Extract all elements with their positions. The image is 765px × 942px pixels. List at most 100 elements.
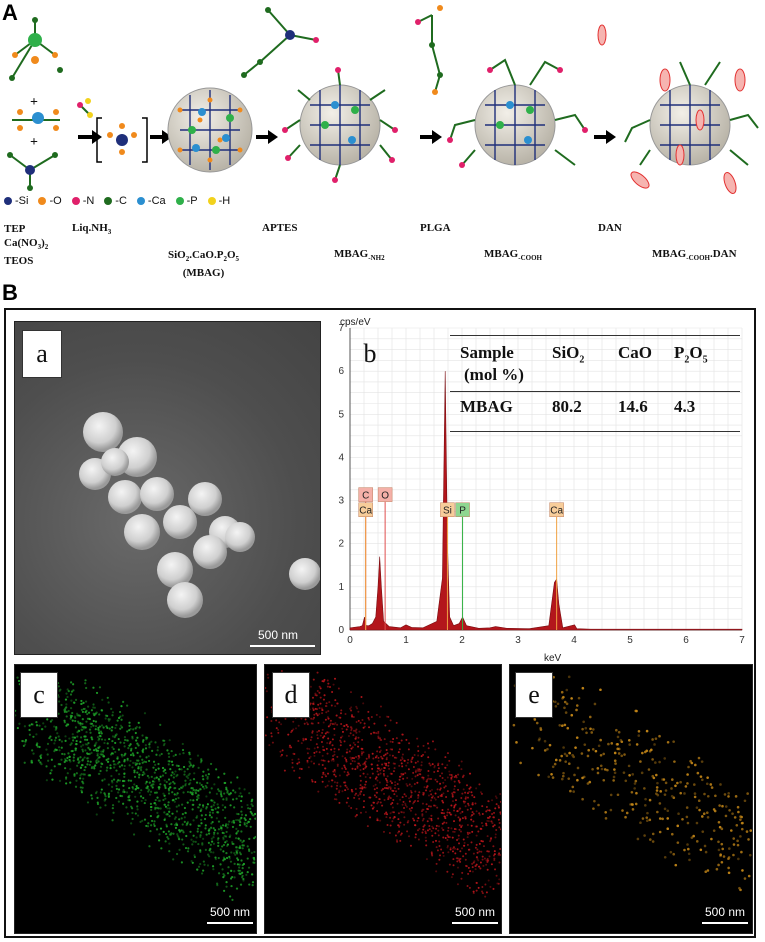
peak-label-box: [358, 487, 373, 502]
table-header-sio2: SiO2: [552, 343, 585, 366]
chart-peak-labels: C O Ca Si P Ca: [358, 487, 564, 630]
peak-label-ca: Ca: [550, 506, 563, 517]
table-mid-rule: [450, 391, 740, 392]
sem-image: [14, 321, 321, 655]
x-tick-label: 6: [683, 635, 689, 646]
table-cell-sio2: 80.2: [552, 397, 582, 416]
atom-legend: -Si -O -N -C -Ca -P -H: [4, 195, 230, 207]
tep-molecule-icon: [9, 17, 63, 81]
product-label-nh2: MBAG-NH2: [334, 248, 385, 263]
intermediate-icon: [96, 117, 148, 163]
peak-label-o: O: [381, 491, 389, 502]
si-dot-icon: [4, 197, 12, 206]
y-tick-label: 0: [338, 625, 344, 636]
mbag-sphere-icon: [167, 87, 253, 173]
peak-label-si: Si: [443, 506, 452, 517]
scale-bar-line-a: [250, 645, 315, 647]
step-label-liq-nh3: Liq.NH3: [72, 222, 112, 237]
step-label-dan: DAN: [598, 222, 622, 234]
legend-si: -Si: [4, 195, 28, 207]
x-axis-label: keV: [544, 653, 562, 663]
legend-h: -H: [207, 195, 230, 207]
ca-nitrate-molecule-icon: [12, 109, 60, 131]
y-tick-label: 4: [338, 452, 344, 463]
scale-bar-line-e: [702, 922, 748, 924]
table-header-sample: Sample: [460, 343, 514, 362]
table-cell-cao: 14.6: [618, 397, 648, 416]
sublabel-a: a: [22, 330, 62, 378]
scale-bar-line-d: [452, 922, 498, 924]
plus-sign: +: [30, 95, 38, 110]
sublabel-d: d: [272, 672, 310, 718]
scale-bar-c: 500 nm: [210, 905, 251, 919]
peak-label-box: [549, 502, 564, 517]
peak-label-p: P: [459, 506, 466, 517]
arrow-icon: [594, 130, 616, 144]
n-dot-icon: [71, 197, 80, 206]
panel-b-letter: B: [2, 280, 18, 305]
table-cell-p2o5: 4.3: [674, 397, 696, 416]
dan-drug-icon: [597, 24, 607, 46]
aptes-molecule-icon: [241, 7, 319, 78]
peak-label-box: [377, 487, 393, 502]
product-label-mbag: SiO2.CaO.P2O5 (MBAG): [168, 249, 240, 280]
table-top-rule: [450, 335, 740, 336]
product-label-cooh: MBAG-COOH: [484, 248, 542, 263]
scale-bar-a: 500 nm: [258, 628, 299, 642]
o-dot-icon: [38, 197, 47, 206]
peak-label-box: [455, 502, 470, 517]
panel-b-frame: [4, 308, 756, 938]
plga-molecule-icon: [415, 5, 443, 95]
reagent-list: TEP Ca(NO3)2 TEOS: [4, 223, 49, 268]
y-tick-label: 3: [338, 496, 344, 507]
legend-c: -C: [104, 195, 127, 207]
ca-dot-icon: [136, 197, 145, 206]
scale-bar-d: 500 nm: [455, 905, 496, 919]
table-header-p2o5: P2O5: [674, 343, 708, 366]
table-header-mol: (mol %): [464, 365, 524, 384]
x-tick-label: 0: [347, 635, 353, 646]
legend-p: -P: [175, 195, 198, 207]
peak-label-ca: Ca: [359, 506, 372, 517]
y-tick-label: 6: [338, 366, 344, 377]
peak-label-box: [440, 502, 455, 517]
chart-series: [349, 371, 743, 631]
sublabel-c: c: [20, 672, 58, 718]
peak-label-c: C: [362, 491, 369, 502]
legend-ca: -Ca: [136, 195, 166, 207]
peak-label-box: [358, 502, 373, 517]
y-tick-label: 5: [338, 409, 344, 420]
eds-spectrum-chart: 0 1 2 3 4 5 6 7 0 1 2 3 4 5 6 7 C O Ca Si P Ca cps/eV keV: [338, 318, 745, 663]
composition-table: Sample (mol %) SiO2 CaO P2O5 MBAG 80.2 1…: [450, 333, 740, 433]
sem-particles: [79, 412, 320, 618]
scale-bar-e: 500 nm: [705, 905, 746, 919]
red-dot-map: [265, 670, 501, 898]
x-tick-label: 2: [459, 635, 465, 646]
panel-a-letter: A: [2, 0, 18, 25]
x-tick-label: 4: [571, 635, 577, 646]
x-tick-label: 1: [403, 635, 409, 646]
product-label-cooh-dan: MBAG-COOH.DAN: [652, 248, 737, 263]
c-dot-icon: [104, 197, 113, 206]
y-tick-label: 7: [338, 323, 344, 334]
table-bottom-rule: [450, 431, 740, 432]
ammonia-icon: [77, 98, 93, 118]
p-dot-icon: [175, 197, 184, 206]
spectrum-series: [349, 371, 743, 631]
x-tick-label: 3: [515, 635, 521, 646]
synthesis-scheme: [7, 5, 759, 194]
chart-ticks: 0 1 2 3 4 5 6 7 0 1 2 3 4 5 6 7: [338, 323, 745, 646]
mbag-cooh-sphere-icon: [447, 58, 588, 168]
x-tick-label: 5: [627, 635, 633, 646]
table-cell-sample: MBAG: [460, 397, 513, 416]
y-tick-label: 1: [338, 582, 344, 593]
legend-o: -O: [38, 195, 62, 207]
y-tick-label: 2: [338, 539, 344, 550]
scale-bar-line-c: [207, 922, 253, 924]
arrow-icon: [78, 130, 102, 144]
step-label-plga: PLGA: [420, 222, 451, 234]
mbag-nh2-sphere-icon: [282, 67, 398, 183]
sublabel-e: e: [515, 672, 553, 718]
step-label-aptes: APTES: [262, 222, 298, 234]
arrow-icon: [256, 130, 278, 144]
